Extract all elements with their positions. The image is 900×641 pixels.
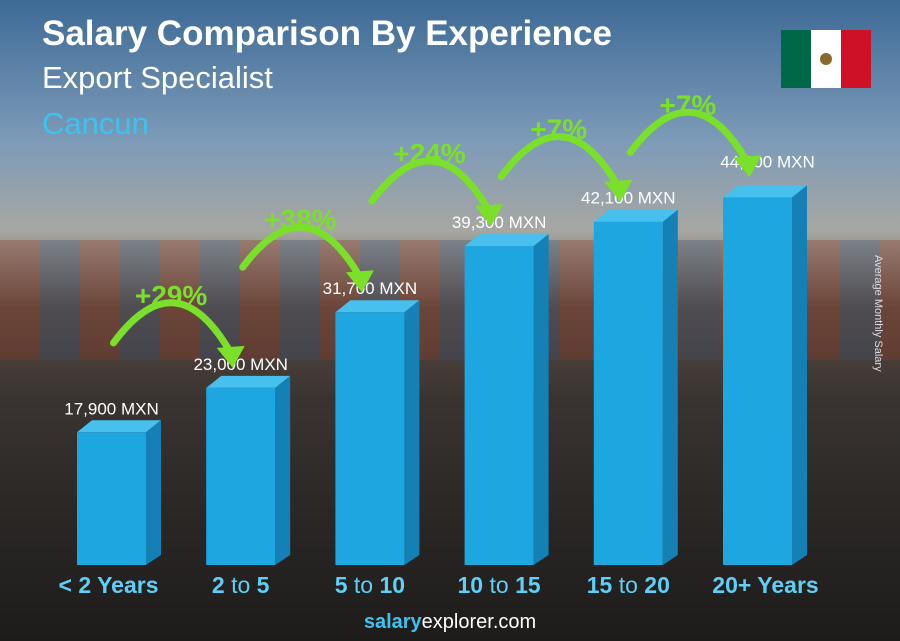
category-label: 2 to 5 [212, 572, 270, 598]
bar-side [146, 420, 161, 565]
bar-top [723, 185, 807, 198]
value-label: 31,700 MXN [323, 279, 418, 298]
bar-side [662, 209, 678, 566]
category-label: 15 to 20 [587, 572, 670, 598]
arrow-head-icon [216, 345, 245, 368]
category-label: 10 to 15 [458, 572, 541, 598]
bar-side [792, 185, 807, 565]
value-label: 44,900 MXN [720, 152, 815, 171]
value-label: 39,300 MXN [452, 213, 547, 232]
footer-brand: salaryexplorer.com [363, 611, 537, 633]
change-arrow [368, 157, 493, 215]
chart-title: Salary Comparison By Experience [42, 14, 612, 53]
value-label: 23,000 MXN [193, 355, 288, 374]
bar [206, 387, 276, 565]
arrow-head-icon [345, 270, 374, 293]
bar [77, 432, 146, 565]
change-label: +24% [393, 138, 465, 169]
change-label: +7% [659, 89, 716, 120]
value-label: 42,100 MXN [581, 189, 676, 208]
value-label: 17,900 MXN [64, 399, 159, 418]
arrow-head-icon [604, 179, 633, 202]
mexico-flag-icon [781, 30, 871, 88]
change-label: +29% [135, 280, 207, 311]
bar-top [335, 300, 420, 313]
change-label: +38% [264, 204, 336, 235]
bar-side [404, 300, 420, 565]
change-arrow [110, 299, 235, 357]
bar-side [533, 234, 549, 565]
category-label: 20+ Years [712, 572, 818, 598]
bar-side [275, 375, 291, 565]
arrow-head-icon [733, 155, 762, 178]
city: Cancun [42, 106, 149, 141]
bar [593, 221, 663, 566]
job-title: Export Specialist [42, 60, 273, 95]
bar-top [464, 234, 549, 247]
change-label: +7% [530, 114, 587, 145]
category-label: 5 to 10 [335, 572, 405, 598]
bar-top [593, 209, 678, 222]
bar-top [206, 375, 291, 388]
change-arrow [239, 223, 364, 281]
change-arrow [626, 108, 751, 166]
bar-top [77, 420, 161, 433]
category-label: < 2 Years [59, 572, 159, 598]
change-arrow [497, 133, 622, 191]
bar [464, 246, 534, 565]
arrow-head-icon [475, 204, 504, 227]
bar [723, 197, 792, 565]
bar [335, 312, 405, 565]
